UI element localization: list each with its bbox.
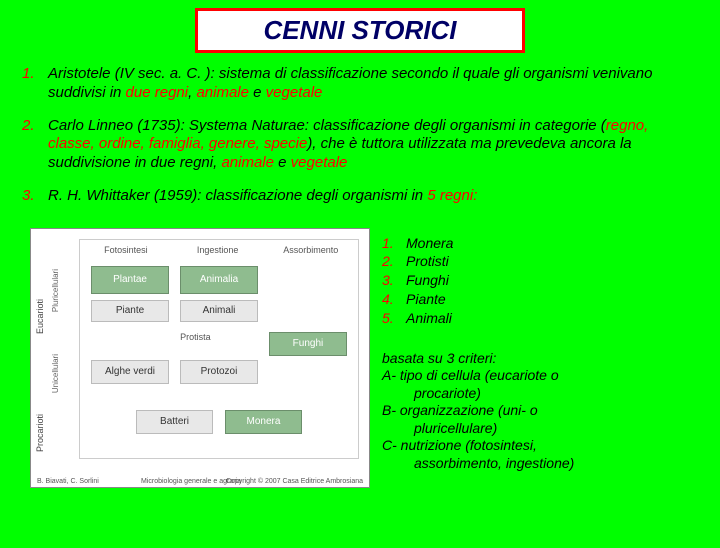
kingdom-row: 1.Monera bbox=[382, 234, 702, 253]
kingdom-row: 5.Animali bbox=[382, 309, 702, 328]
kingdom-number: 1. bbox=[382, 234, 406, 253]
cell-protozoi: Protozoi bbox=[180, 360, 258, 384]
row-label-pluri: Pluricellulari bbox=[51, 269, 60, 312]
criteria-line: B- organizzazione (uni- o bbox=[382, 402, 702, 420]
criteria-head: basata su 3 criteri: bbox=[382, 350, 702, 368]
col-fotosintesi: Fotosintesi bbox=[80, 239, 172, 261]
item-text: Aristotele (IV sec. a. C. ): sistema di … bbox=[48, 65, 698, 103]
list-item: 1.Aristotele (IV sec. a. C. ): sistema d… bbox=[22, 65, 698, 103]
kingdom-name: Piante bbox=[406, 290, 446, 309]
cell-alghe: Alghe verdi bbox=[91, 360, 169, 384]
credit-author: B. Biavati, C. Sorlini bbox=[37, 478, 99, 485]
kingdom-name: Animali bbox=[406, 309, 452, 328]
criteria-line-indent: procariote) bbox=[382, 385, 702, 403]
kingdom-name: Monera bbox=[406, 234, 453, 253]
whittaker-diagram: Eucarioti Procarioti Pluricellulari Unic… bbox=[30, 228, 370, 488]
kingdom-name: Funghi bbox=[406, 271, 449, 290]
cell-piante: Piante bbox=[91, 300, 169, 322]
kingdom-name: Protisti bbox=[406, 252, 449, 271]
criteria-line: C- nutrizione (fotosintesi, bbox=[382, 437, 702, 455]
cell-monera: Monera bbox=[225, 410, 303, 434]
diagram-grid: Fotosintesi Ingestione Assorbimento Plan… bbox=[79, 239, 359, 459]
cell-batteri: Batteri bbox=[136, 410, 214, 434]
cell-funghi: Funghi bbox=[269, 332, 347, 356]
title-box: CENNI STORICI bbox=[195, 8, 525, 53]
cell-animalia: Animalia bbox=[180, 266, 258, 294]
criteria-line-indent: assorbimento, ingestione) bbox=[382, 455, 702, 473]
kingdom-number: 5. bbox=[382, 309, 406, 328]
label-protista: Protista bbox=[180, 332, 211, 342]
kingdoms-list: 1.Monera2.Protisti3.Funghi4.Piante5.Anim… bbox=[382, 234, 702, 328]
col-assorbimento: Assorbimento bbox=[263, 239, 358, 261]
kingdom-number: 2. bbox=[382, 252, 406, 271]
cell-animali: Animali bbox=[180, 300, 258, 322]
list-item: 3.R. H. Whittaker (1959): classificazion… bbox=[22, 187, 698, 206]
kingdom-row: 2.Protisti bbox=[382, 252, 702, 271]
right-column: 1.Monera2.Protisti3.Funghi4.Piante5.Anim… bbox=[382, 228, 702, 488]
item-number: 1. bbox=[22, 65, 48, 103]
criteria-line-indent: pluricellulare) bbox=[382, 420, 702, 438]
item-number: 3. bbox=[22, 187, 48, 206]
criteria-line: A- tipo di cellula (eucariote o bbox=[382, 367, 702, 385]
side-label-procarioti: Procarioti bbox=[35, 414, 45, 452]
criteria-block: basata su 3 criteri: A- tipo di cellula … bbox=[382, 350, 702, 473]
kingdom-row: 4.Piante bbox=[382, 290, 702, 309]
item-text: R. H. Whittaker (1959): classificazione … bbox=[48, 187, 698, 206]
main-list: 1.Aristotele (IV sec. a. C. ): sistema d… bbox=[0, 65, 720, 206]
list-item: 2.Carlo Linneo (1735): Systema Naturae: … bbox=[22, 117, 698, 173]
kingdom-number: 3. bbox=[382, 271, 406, 290]
row-label-uni: Unicellulari bbox=[51, 354, 60, 393]
item-text: Carlo Linneo (1735): Systema Naturae: cl… bbox=[48, 117, 698, 173]
kingdom-number: 4. bbox=[382, 290, 406, 309]
bottom-row: Eucarioti Procarioti Pluricellulari Unic… bbox=[0, 220, 720, 488]
item-number: 2. bbox=[22, 117, 48, 173]
kingdom-row: 3.Funghi bbox=[382, 271, 702, 290]
col-ingestione: Ingestione bbox=[172, 239, 264, 261]
page-title: CENNI STORICI bbox=[198, 15, 522, 46]
criteria-lines: A- tipo di cellula (eucariote oprocariot… bbox=[382, 367, 702, 472]
cell-plantae: Plantae bbox=[91, 266, 169, 294]
credit-copyright: Copyright © 2007 Casa Editrice Ambrosian… bbox=[226, 478, 363, 485]
side-label-eucarioti: Eucarioti bbox=[35, 299, 45, 334]
